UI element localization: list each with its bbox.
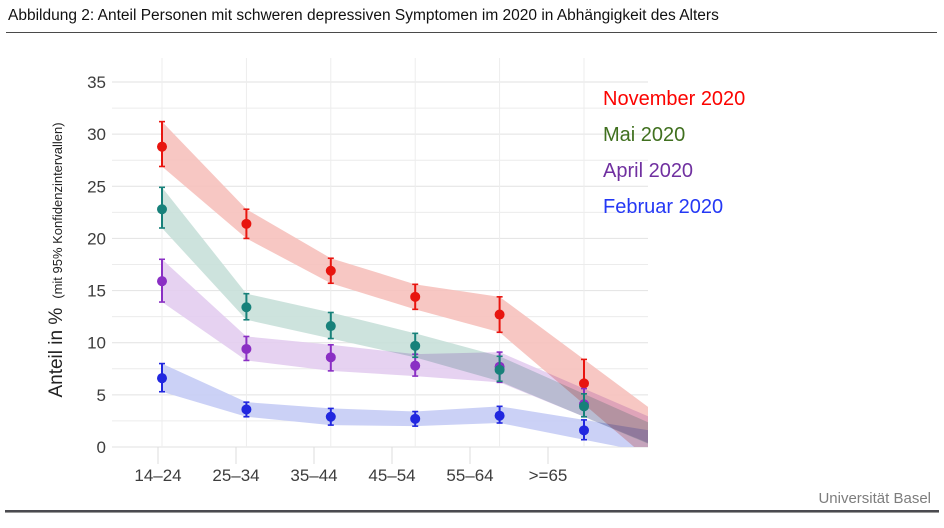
point-november-2020-25–34 — [241, 218, 252, 229]
y-axis-label-note: (mit 95% Konfidenzintervallen) — [50, 122, 65, 299]
point-november-2020-14–24 — [157, 141, 167, 152]
y-tick-labels: 0 5 10 15 20 25 30 35 — [87, 73, 106, 457]
svg-text:30: 30 — [87, 125, 106, 144]
svg-text:25–34: 25–34 — [212, 466, 259, 485]
band-mai-2020 — [162, 187, 648, 444]
point-april-2020-45–54 — [410, 360, 421, 371]
legend-item-mai-2020: Mai 2020 — [603, 124, 686, 146]
point-februar-2020-35–44 — [325, 411, 336, 422]
point-april-2020-25–34 — [241, 343, 252, 354]
point-februar-2020-25–34 — [241, 404, 252, 415]
svg-text:10: 10 — [87, 334, 106, 353]
svg-text:55–64: 55–64 — [446, 466, 493, 485]
band-februar-2020 — [162, 363, 648, 447]
point-mai-2020-55–64 — [494, 364, 505, 375]
point-november-2020-55–64 — [494, 309, 505, 320]
confidence-bands — [162, 121, 648, 447]
svg-text:35: 35 — [87, 73, 106, 92]
point-april-2020-35–44 — [325, 352, 336, 363]
svg-text:5: 5 — [97, 386, 106, 405]
point-februar-2020-45–54 — [410, 413, 421, 424]
point-mai-2020->=65 — [579, 401, 589, 412]
y-axis-label: Anteil in % (mit 95% Konfidenzintervallen… — [46, 122, 68, 397]
series-mai-2020 — [157, 186, 589, 418]
series-februar-2020 — [157, 362, 589, 441]
footer-org: Universität Basel — [818, 490, 931, 507]
point-mai-2020-45–54 — [410, 340, 421, 351]
svg-text:>=65: >=65 — [529, 466, 568, 485]
svg-text:20: 20 — [87, 229, 106, 248]
svg-text:0: 0 — [97, 438, 106, 457]
svg-text:35–44: 35–44 — [290, 466, 337, 485]
svg-text:15: 15 — [87, 282, 106, 301]
legend-item-november-2020: November 2020 — [603, 88, 746, 110]
y-axis-label-main: Anteil in % — [46, 307, 67, 398]
svg-text:25: 25 — [87, 177, 106, 196]
svg-text:45–54: 45–54 — [368, 466, 415, 485]
point-november-2020-35–44 — [325, 265, 336, 276]
legend: November 2020 Mai 2020 April 2020 Februa… — [603, 81, 745, 225]
point-november-2020-45–54 — [410, 291, 421, 302]
point-november-2020->=65 — [579, 378, 589, 389]
svg-text:14–24: 14–24 — [134, 466, 181, 485]
series-november-2020 — [157, 120, 589, 406]
band-november-2020 — [162, 121, 648, 447]
point-april-2020-14–24 — [157, 276, 167, 287]
title-divider — [6, 32, 937, 33]
point-mai-2020-14–24 — [157, 204, 167, 215]
legend-item-februar-2020: Februar 2020 — [603, 196, 724, 218]
x-tick-labels: 14–24 25–34 35–44 45–54 55–64 >=65 — [134, 466, 567, 485]
point-februar-2020->=65 — [579, 425, 589, 436]
footer-divider — [5, 510, 939, 513]
point-mai-2020-25–34 — [241, 302, 252, 313]
point-mai-2020-35–44 — [325, 321, 336, 332]
band-april-2020 — [162, 259, 648, 443]
point-februar-2020-14–24 — [157, 373, 167, 384]
page-title: Abbildung 2: Anteil Personen mit schwere… — [8, 7, 719, 24]
legend-item-april-2020: April 2020 — [603, 160, 694, 182]
point-februar-2020-55–64 — [494, 410, 505, 421]
